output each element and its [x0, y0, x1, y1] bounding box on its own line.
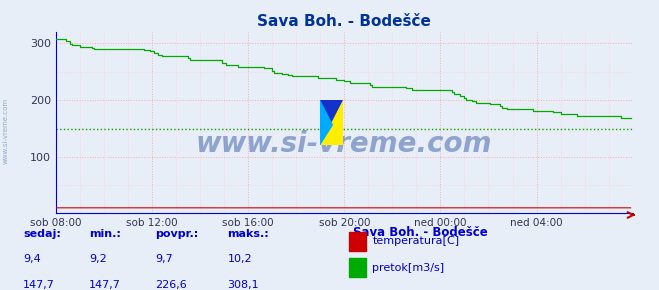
Polygon shape — [320, 100, 343, 145]
Text: 147,7: 147,7 — [89, 280, 121, 289]
Text: pretok[m3/s]: pretok[m3/s] — [372, 263, 444, 273]
Text: 9,7: 9,7 — [155, 254, 173, 264]
Polygon shape — [320, 100, 332, 145]
Text: 226,6: 226,6 — [155, 280, 186, 289]
FancyBboxPatch shape — [349, 231, 366, 251]
Text: Sava Boh. - Bodešče: Sava Boh. - Bodešče — [353, 226, 487, 239]
Text: www.si-vreme.com: www.si-vreme.com — [196, 130, 492, 158]
Text: 9,4: 9,4 — [23, 254, 41, 264]
Text: maks.:: maks.: — [227, 229, 269, 239]
Title: Sava Boh. - Bodešče: Sava Boh. - Bodešče — [258, 14, 431, 29]
Text: 10,2: 10,2 — [227, 254, 252, 264]
Text: min.:: min.: — [89, 229, 121, 239]
Text: 308,1: 308,1 — [227, 280, 259, 289]
Text: 9,2: 9,2 — [89, 254, 107, 264]
Text: sedaj:: sedaj: — [23, 229, 61, 239]
Text: www.si-vreme.com: www.si-vreme.com — [2, 97, 9, 164]
Text: 147,7: 147,7 — [23, 280, 55, 289]
FancyBboxPatch shape — [349, 258, 366, 278]
Text: povpr.:: povpr.: — [155, 229, 198, 239]
Text: temperatura[C]: temperatura[C] — [372, 236, 459, 246]
